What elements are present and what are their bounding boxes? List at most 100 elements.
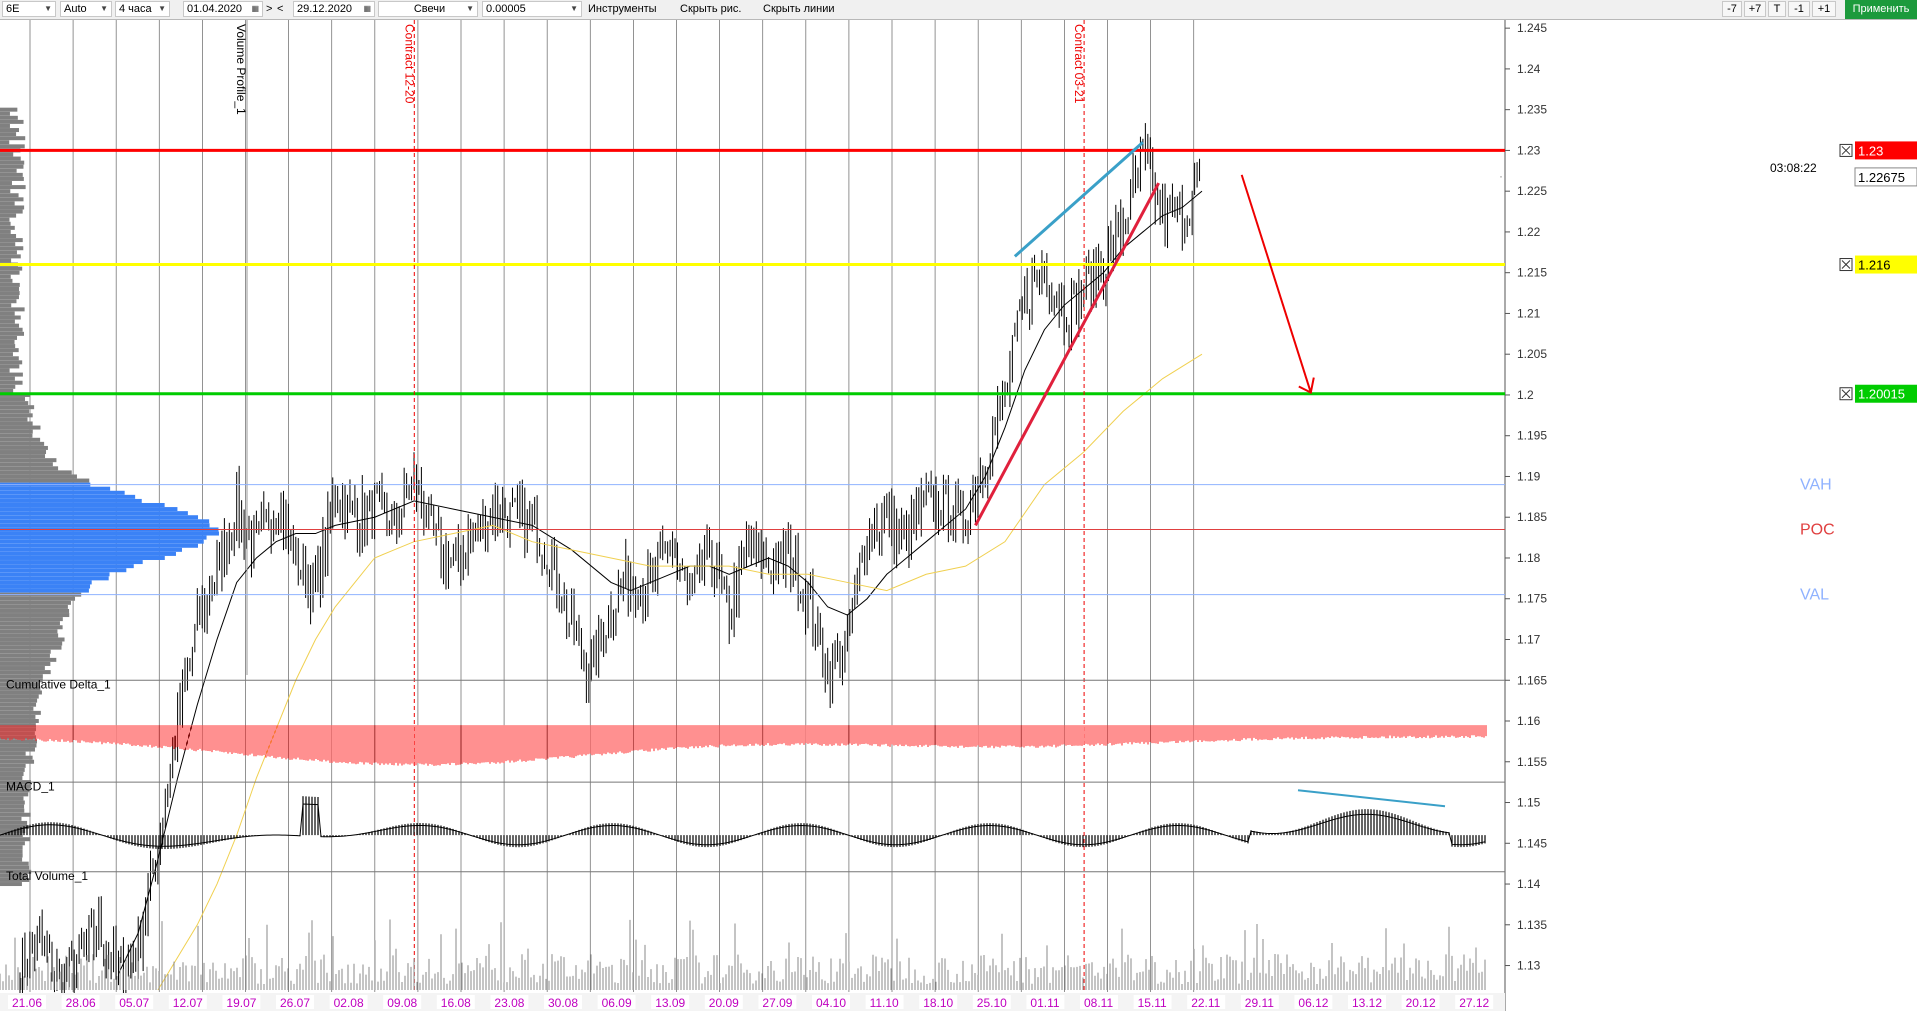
profile-bar [0,409,30,414]
apply-button[interactable]: Применить [1845,0,1917,19]
zoom-minus7-button[interactable]: -7 [1722,1,1742,17]
profile-bar [0,841,25,846]
profile-bar [0,360,23,365]
hide-drawings-button[interactable]: Скрыть рис. [680,3,742,15]
zoom-minus1-button[interactable]: -1 [1788,1,1810,17]
profile-bar [0,454,46,459]
current-price-badge [1854,167,1917,187]
profile-bar [0,339,15,344]
profile-bar [0,653,50,658]
profile-bar [0,666,45,671]
tick-size-value: 0.00005 [486,3,526,15]
profile-bar [0,246,24,251]
y-tick-label: 1.245 [1517,21,1547,35]
timeframe-select[interactable]: 4 часа ▼ [115,1,170,17]
price-level-value: 1.216 [1858,258,1891,273]
profile-bar [0,270,20,275]
date-label: 22.11 [1191,996,1220,1010]
zoom-plus7-button[interactable]: +7 [1744,1,1766,17]
profile-bar [0,437,41,442]
pane-label-cumulative-delta: Cumulative Delta_1 [6,677,111,691]
profile-bar [0,698,38,703]
date-label-box [329,995,368,1009]
profile-bar [0,588,89,593]
volume-profile-label: Volume Profile_1 [234,24,248,115]
profile-bar [0,433,33,438]
profile-bar [0,286,20,291]
profile-bar [0,686,41,691]
profile-bar [0,303,12,308]
date-label-box [436,995,475,1009]
profile-bar [0,274,11,279]
zoom-plus1-button[interactable]: +1 [1812,1,1836,17]
profile-bar [0,164,24,169]
date-label-box [597,995,636,1009]
date-label: 29.11 [1245,996,1274,1010]
profile-bar [0,792,29,797]
profile-bar [0,156,21,161]
date-label-box [758,995,797,1009]
forecast-arrow [1240,174,1312,393]
y-tick-label: 1.2 [1517,388,1534,402]
tick-size-field[interactable]: 0.00005 ▼ [482,1,582,17]
date-label: 18.10 [923,996,953,1010]
profile-bar [0,372,23,377]
profile-bar [0,364,20,369]
chart-style-select[interactable]: Свечи ▼ [378,1,478,17]
profile-bar [0,808,25,813]
symbol-select[interactable]: 6E ▼ [2,1,56,17]
date-label: 06.09 [602,996,632,1010]
date-label: 21.06 [12,996,42,1010]
mode-select[interactable]: Auto ▼ [60,1,112,17]
tools-menu[interactable]: Инструменты [588,3,657,15]
profile-bar [0,429,33,434]
profile-bar [0,299,17,304]
profile-bar [0,119,24,124]
date-label: 16.08 [441,996,471,1010]
profile-bar [0,800,25,805]
hide-lines-button[interactable]: Скрыть линии [763,3,835,15]
profile-bar [0,132,17,137]
date-to-field[interactable]: 29.12.2020 ▦ [293,1,375,17]
date-label: 23.08 [494,996,524,1010]
profile-bar [0,804,25,809]
date-label: 25.10 [977,996,1007,1010]
profile-bar [0,576,109,581]
date-label-box [1080,995,1118,1009]
macd-signal-line [0,803,1486,847]
date-label-box [972,995,1011,1009]
calendar-icon: ▦ [363,4,371,13]
nav-next-button[interactable]: > [266,3,273,15]
date-label: 04.10 [816,996,846,1010]
nav-prev-button[interactable]: < [277,3,284,15]
profile-bar [0,311,15,316]
chevron-down-icon: ▼ [158,4,166,13]
date-from-value: 01.04.2020 [187,3,243,15]
price-level-badge [1855,255,1917,274]
profile-bar [0,682,40,687]
profile-bar [0,458,57,463]
profile-bar [0,405,35,410]
profile-bar [0,706,34,711]
date-label-box [8,995,46,1009]
date-label: 15.11 [1138,996,1167,1010]
today-button[interactable]: T [1768,1,1786,17]
price-chart[interactable]: 1.13 1.135 1.14 1.145 1.15 1.155 1.16 1.165 1.17… [0,20,1917,1011]
profile-bar [0,759,35,764]
date-label: 27.12 [1459,996,1489,1010]
profile-bar [0,258,12,263]
profile-bar [0,254,21,259]
profile-bar [0,796,24,801]
date-label: 30.08 [548,996,578,1010]
profile-bar [0,107,18,112]
profile-bar [0,376,15,381]
profile-bar [0,523,210,528]
cumulative-delta-bars [0,725,1487,766]
profile-bar [0,221,11,226]
profile-bar [0,580,92,585]
date-from-field[interactable]: 01.04.2020 ▦ [183,1,263,17]
profile-bar [0,857,23,862]
profile-bar [0,621,60,626]
profile-bar [0,384,16,389]
y-tick-label: 1.155 [1517,755,1547,769]
